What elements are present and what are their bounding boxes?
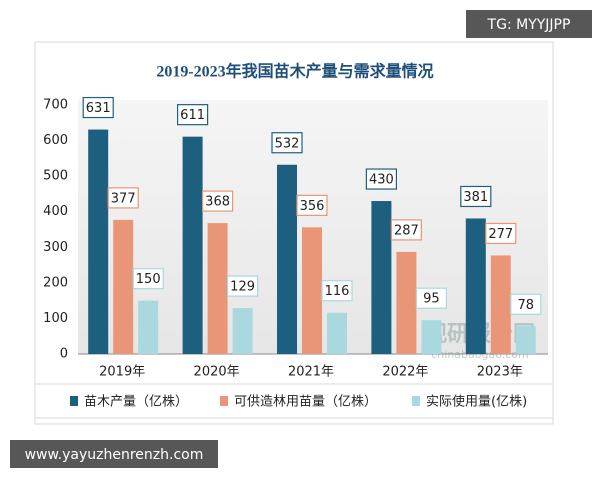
value-label-box [227, 275, 259, 297]
value-label-box [82, 96, 114, 119]
value-label-box [271, 132, 303, 154]
x-tick-label: 2020年 [194, 365, 240, 380]
value-label: 150 [136, 272, 161, 287]
x-tick-label: 2022年 [382, 365, 428, 380]
bottom-tag: www.yayuzhenrenzh.com [25, 447, 204, 463]
value-label: 78 [518, 298, 535, 313]
value-label-box [107, 187, 139, 209]
bar [182, 136, 203, 354]
legend-box [34, 383, 554, 419]
top-tag: TG: MYYJJPP [487, 17, 571, 33]
value-label: 277 [488, 227, 513, 242]
y-tick-label: 300 [43, 240, 68, 255]
value-label: 129 [230, 280, 255, 295]
value-label: 116 [325, 284, 350, 299]
bar [88, 129, 109, 354]
legend-marker [70, 396, 78, 406]
value-label: 368 [205, 195, 230, 210]
legend-marker [220, 396, 228, 406]
legend-label: 可供造林用苗量（亿株） [234, 395, 377, 410]
y-tick-label: 700 [43, 98, 68, 113]
x-tick-label: 2021年 [288, 365, 334, 380]
legend-marker [412, 396, 420, 406]
bar [113, 219, 134, 354]
value-label: 631 [86, 101, 111, 116]
bar [515, 326, 536, 354]
value-label: 377 [111, 191, 136, 206]
tag-box [466, 10, 592, 38]
value-label-box [510, 293, 542, 315]
value-label-box [390, 219, 422, 241]
value-label: 381 [463, 190, 488, 205]
y-tick-label: 400 [43, 204, 68, 219]
bar [490, 255, 511, 354]
value-label: 430 [369, 173, 394, 188]
bar [207, 223, 228, 354]
value-label-box [202, 190, 234, 212]
value-label-box [321, 280, 353, 302]
bar [465, 218, 486, 354]
y-tick-label: 0 [60, 347, 68, 362]
value-label: 611 [180, 108, 205, 123]
value-label: 287 [394, 223, 419, 238]
legend-label: 实际使用量(亿株) [426, 394, 527, 410]
bar [396, 251, 417, 354]
x-tick-label: 2019年 [99, 365, 145, 380]
value-label-box [415, 287, 447, 309]
value-label: 356 [300, 199, 325, 214]
tag-box [10, 440, 218, 468]
chart-title: 2019-2023年我国苗木产量与需求量情况 [156, 62, 433, 81]
bar [232, 308, 253, 354]
y-tick-label: 100 [43, 311, 68, 326]
value-label-box [460, 185, 492, 208]
value-label: 532 [275, 136, 300, 151]
bar [302, 227, 322, 354]
x-tick-label: 2023年 [477, 365, 523, 380]
bar [277, 164, 297, 354]
bar [421, 320, 442, 354]
bar [138, 300, 159, 354]
bar [327, 312, 347, 354]
y-tick-label: 600 [43, 133, 68, 148]
bar [371, 201, 392, 354]
legend-label: 苗木产量（亿株） [84, 395, 188, 410]
value-label-box [485, 222, 517, 245]
y-tick-label: 200 [43, 275, 68, 290]
value-label-box [132, 268, 164, 290]
value-label-box [177, 104, 209, 126]
value-label: 95 [423, 292, 440, 307]
value-label-box [365, 168, 397, 190]
value-label-box [296, 194, 328, 216]
y-tick-label: 500 [43, 169, 68, 184]
